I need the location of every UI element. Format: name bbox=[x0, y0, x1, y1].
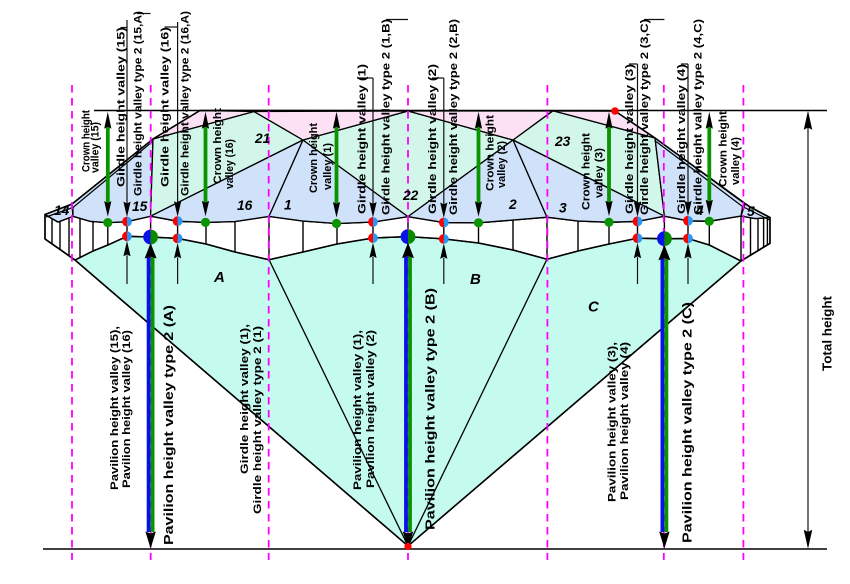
svg-text:Crown height: Crown height bbox=[308, 123, 320, 193]
svg-text:Girdle height valley type 2 (3: Girdle height valley type 2 (3,C) bbox=[639, 19, 651, 215]
svg-text:1: 1 bbox=[284, 198, 292, 213]
svg-text:Crown height: Crown height bbox=[212, 108, 224, 184]
svg-text:Crown height: Crown height bbox=[485, 115, 497, 191]
svg-text:Girdle height valley (15): Girdle height valley (15) bbox=[116, 27, 128, 187]
svg-text:valley (2): valley (2) bbox=[496, 141, 508, 188]
svg-text:valley (16): valley (16) bbox=[224, 139, 236, 189]
svg-text:Girdle height valley (4): Girdle height valley (4) bbox=[676, 64, 688, 214]
svg-text:Girdle height valley (2): Girdle height valley (2) bbox=[427, 64, 439, 214]
svg-text:Crown height: Crown height bbox=[581, 133, 593, 210]
svg-text:23: 23 bbox=[554, 134, 571, 149]
svg-text:C: C bbox=[588, 299, 600, 316]
svg-text:Pavilion height valley (15),: Pavilion height valley (15), bbox=[109, 326, 121, 490]
svg-text:Crown height: Crown height bbox=[81, 110, 93, 172]
svg-text:Girdle height valley (3): Girdle height valley (3) bbox=[624, 64, 636, 214]
svg-text:valley (3): valley (3) bbox=[594, 148, 606, 198]
svg-text:14: 14 bbox=[54, 203, 70, 218]
svg-text:Girdle height valley type 2 (4: Girdle height valley type 2 (4,C) bbox=[693, 19, 705, 215]
svg-text:Girdle height valley type 2 (1: Girdle height valley type 2 (1) bbox=[252, 326, 264, 514]
svg-text:Pavilion height valley (2): Pavilion height valley (2) bbox=[365, 330, 377, 488]
svg-text:valley (15): valley (15) bbox=[90, 122, 102, 173]
svg-text:2: 2 bbox=[508, 197, 517, 212]
svg-text:15: 15 bbox=[132, 199, 148, 214]
svg-text:Pavilion height valley type 2: Pavilion height valley type 2 (B) bbox=[423, 288, 438, 530]
svg-text:Crown height: Crown height bbox=[718, 111, 730, 187]
svg-text:valley (1): valley (1) bbox=[322, 143, 334, 190]
svg-text:Girdle height valley (1): Girdle height valley (1) bbox=[357, 64, 369, 214]
svg-text:Pavilion height valley type 2: Pavilion height valley type 2 (C) bbox=[680, 302, 695, 543]
svg-text:Girdle height valley (16): Girdle height valley (16) bbox=[160, 27, 172, 187]
svg-text:Girdle height valley (1),: Girdle height valley (1), bbox=[239, 324, 251, 474]
svg-text:Pavilion height valley (4): Pavilion height valley (4) bbox=[619, 342, 631, 500]
svg-text:Girdle height valley type 2 (1: Girdle height valley type 2 (16,A) bbox=[180, 11, 192, 196]
svg-text:22: 22 bbox=[402, 188, 419, 203]
svg-text:5: 5 bbox=[747, 204, 755, 219]
svg-text:21: 21 bbox=[254, 131, 270, 146]
svg-text:Girdle height valley type 2 (1: Girdle height valley type 2 (15,A) bbox=[133, 11, 145, 196]
svg-text:Girdle height valley type 2 (1: Girdle height valley type 2 (1,B) bbox=[381, 19, 393, 215]
svg-text:B: B bbox=[470, 271, 481, 288]
svg-text:Pavilion height valley (3),: Pavilion height valley (3), bbox=[607, 342, 619, 502]
svg-text:Pavilion height valley type 2: Pavilion height valley type 2 (A) bbox=[161, 305, 176, 545]
svg-text:Total height: Total height bbox=[821, 295, 835, 371]
svg-text:Pavilion height valley (1),: Pavilion height valley (1), bbox=[352, 330, 364, 490]
svg-text:A: A bbox=[213, 269, 225, 286]
svg-text:Girdle height valley type 2 (2: Girdle height valley type 2 (2,B) bbox=[448, 19, 460, 215]
svg-text:Pavilion height valley (16): Pavilion height valley (16) bbox=[121, 330, 133, 488]
svg-text:4: 4 bbox=[695, 203, 704, 218]
svg-text:valley (4): valley (4) bbox=[730, 137, 742, 185]
svg-text:3: 3 bbox=[559, 201, 567, 216]
svg-text:16: 16 bbox=[237, 198, 253, 213]
